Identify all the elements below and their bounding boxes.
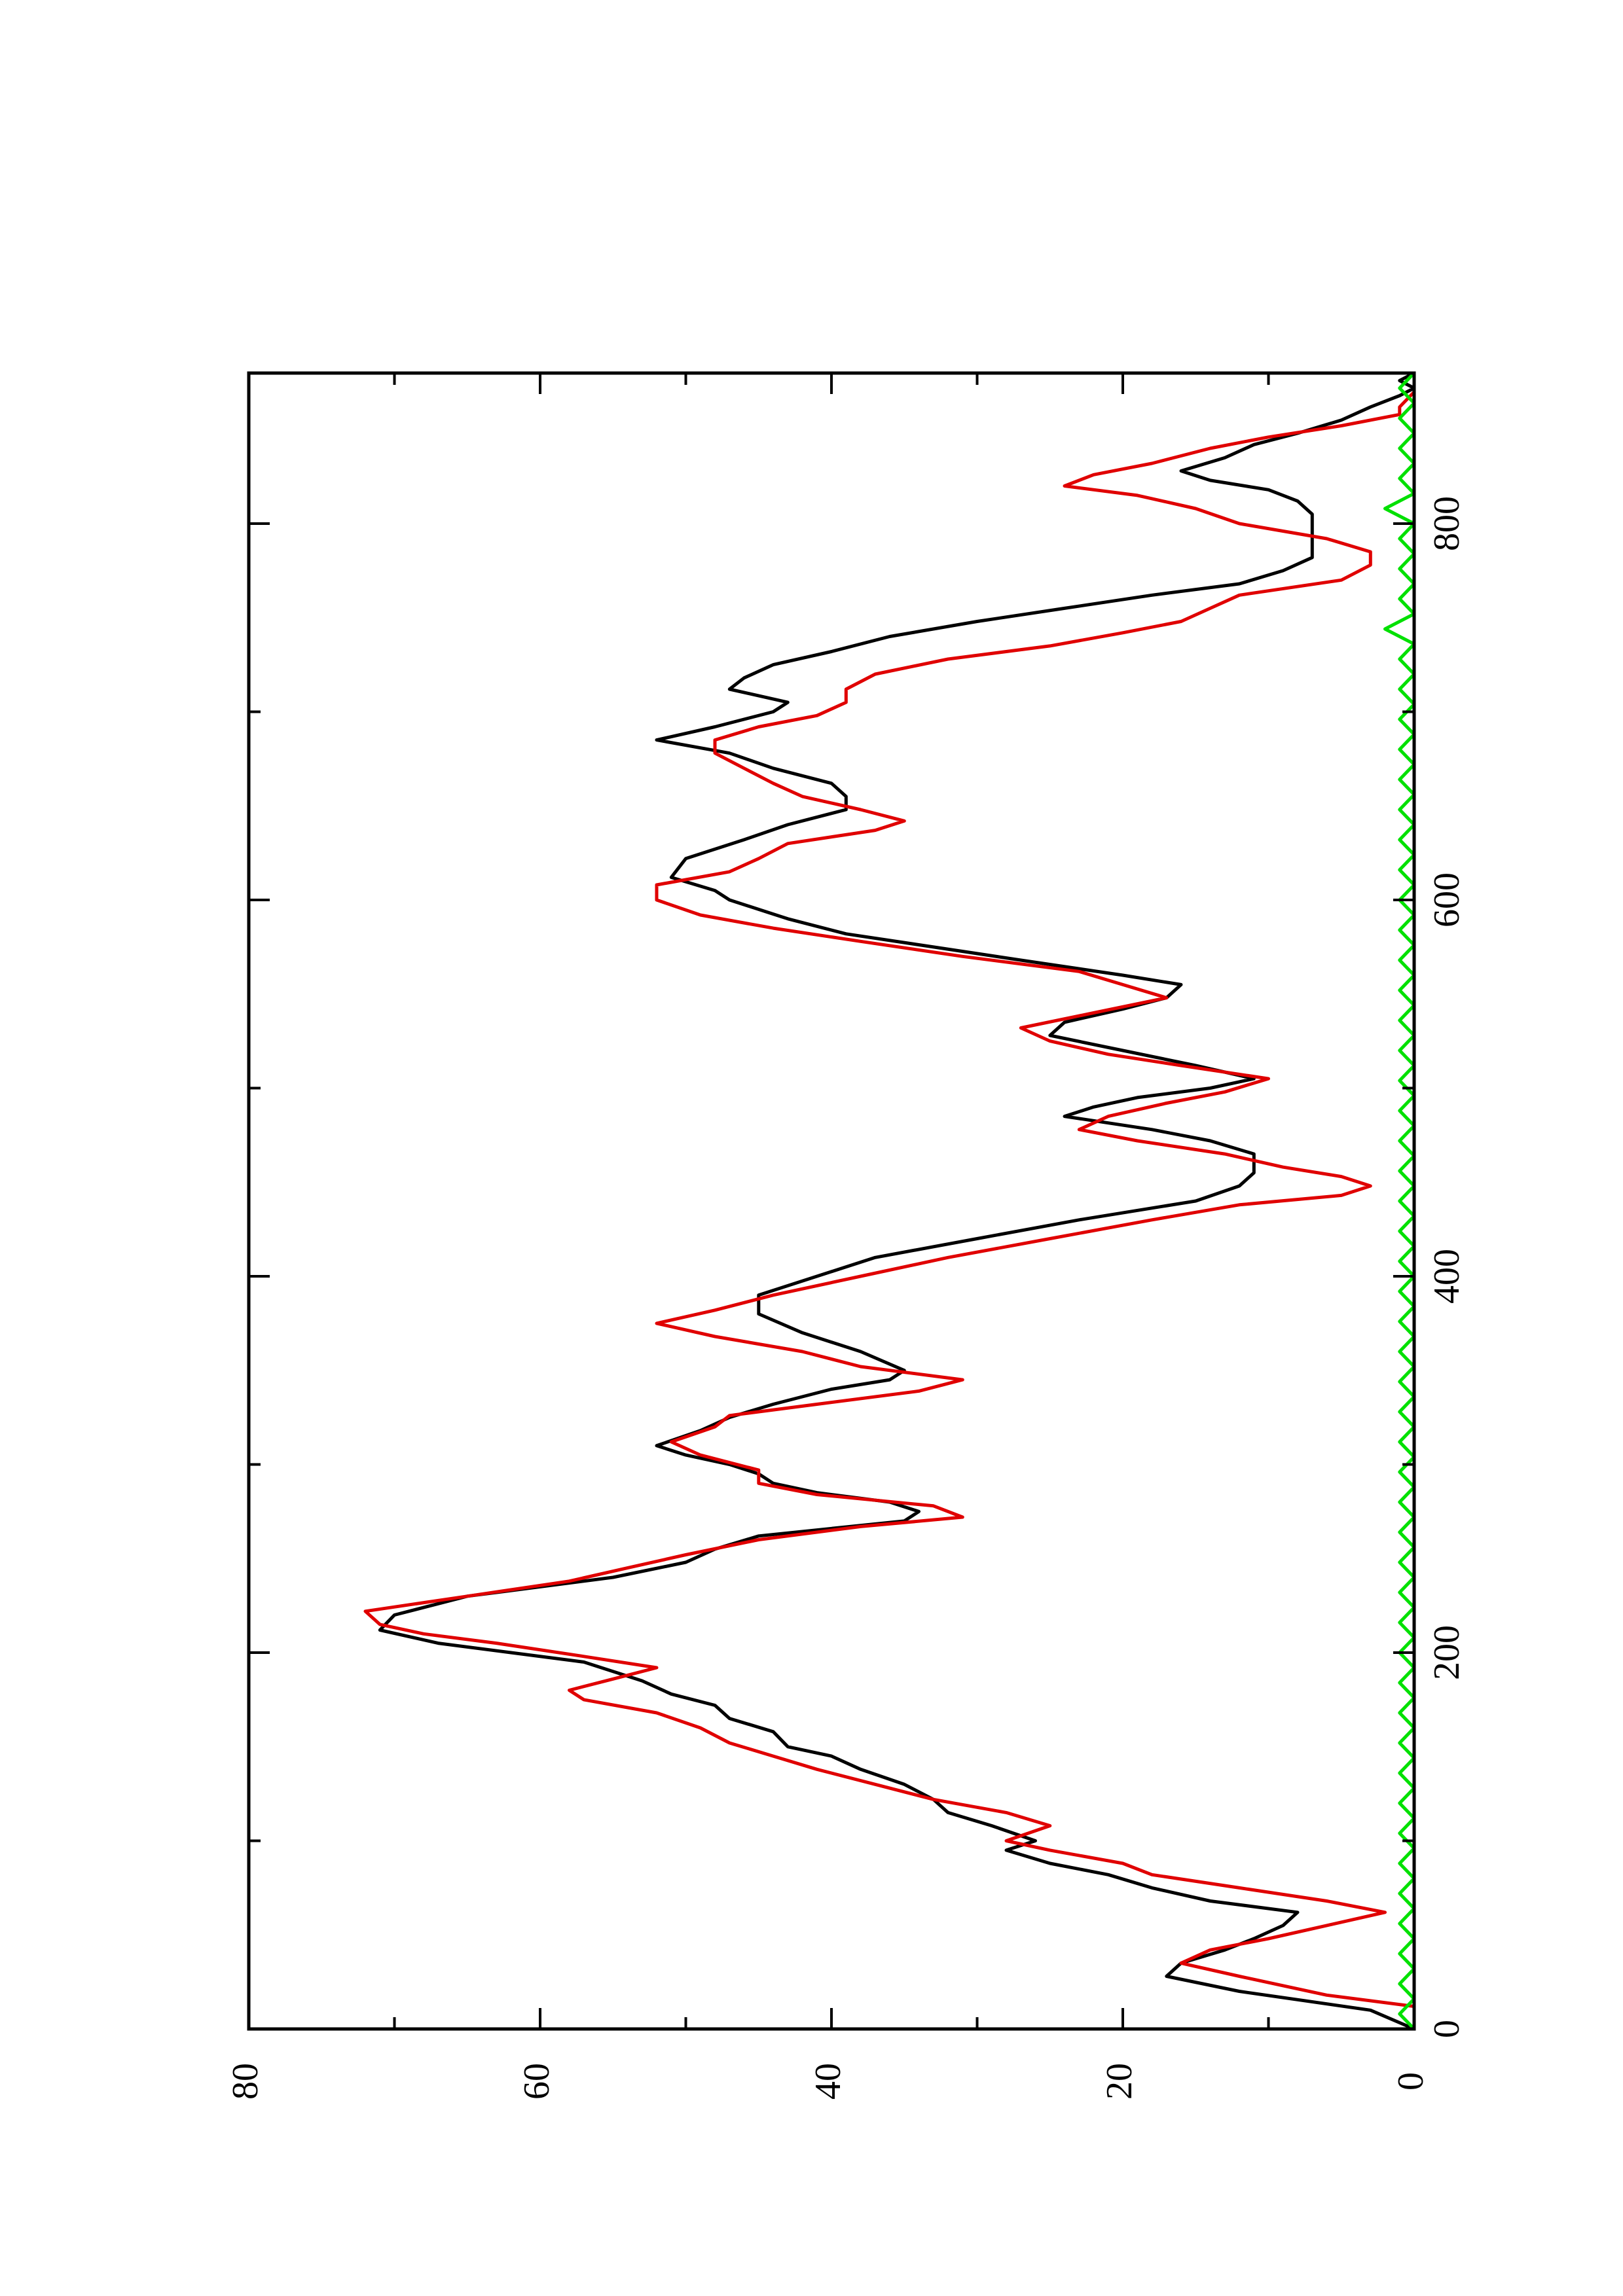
x-tick-label: 800: [1427, 496, 1467, 551]
y-tick-label: 0: [1391, 2072, 1431, 2090]
label-layer: 0 200 400 600 800 0 20 40 60 80: [225, 496, 1467, 2100]
y-tick-label: 20: [1099, 2063, 1140, 2100]
tick-layer: [247, 373, 1415, 2030]
x-tick-label: 200: [1427, 1625, 1467, 1680]
y-tick-label: 80: [225, 2063, 266, 2100]
y-tick-label: 40: [808, 2063, 848, 2100]
x-tick-label: 0: [1427, 2020, 1467, 2038]
series-line-2: [363, 373, 1416, 2029]
series-line-3: [1383, 372, 1416, 2030]
x-tick-label: 400: [1427, 1249, 1467, 1304]
y-tick-label: 60: [517, 2063, 557, 2100]
x-tick-label: 600: [1427, 872, 1467, 927]
plot-frame: [247, 371, 1416, 2031]
series-layer: [363, 371, 1416, 2031]
series-line-1: [378, 371, 1416, 2031]
